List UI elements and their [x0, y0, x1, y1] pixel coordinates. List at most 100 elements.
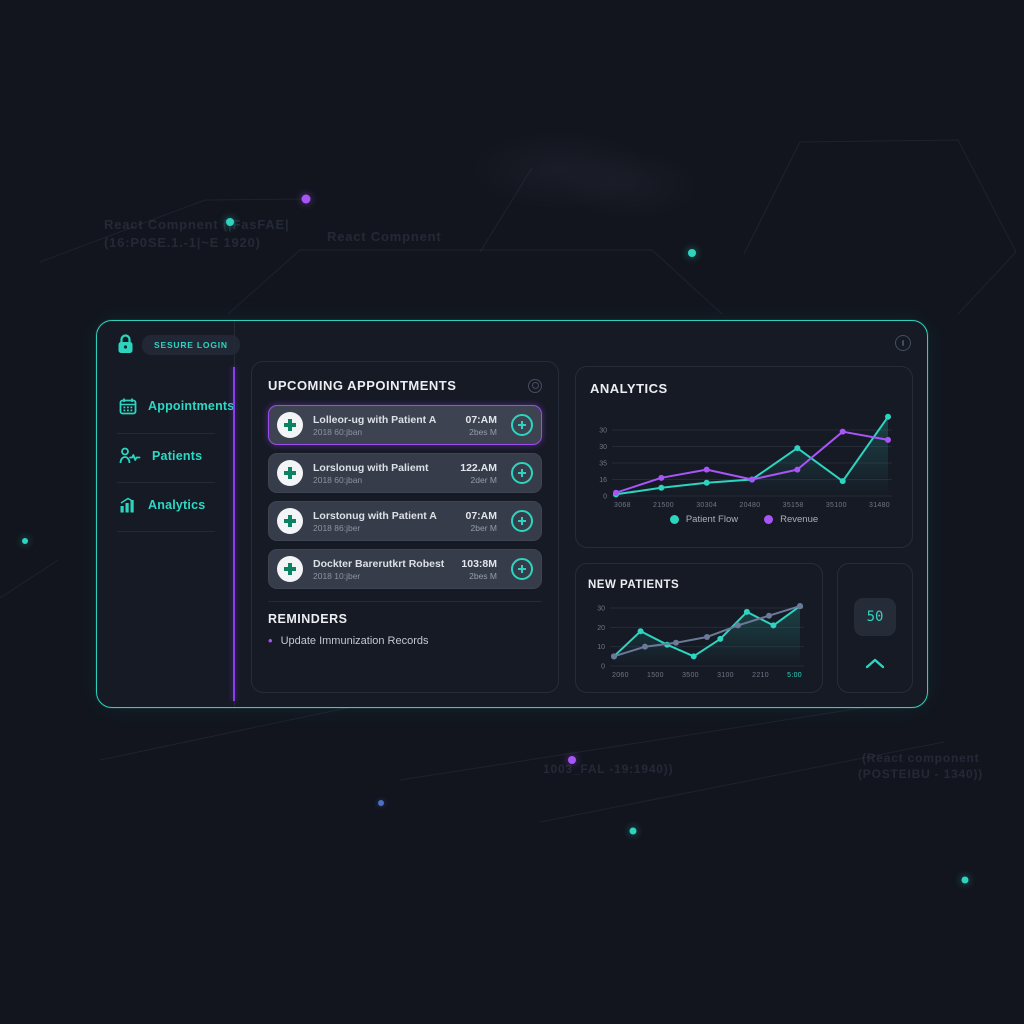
- add-appointment-button[interactable]: [511, 558, 533, 580]
- appointment-time: 07:AM: [465, 509, 497, 522]
- sidebar-item-label: Patients: [152, 449, 203, 463]
- divider: [117, 482, 215, 483]
- sidebar-accent-line: [233, 367, 235, 701]
- chevron-up-icon[interactable]: [865, 658, 885, 669]
- add-appointment-button[interactable]: [511, 462, 533, 484]
- appointment-subtitle: 2018 60:jban: [313, 426, 363, 437]
- glow-dot: [688, 249, 696, 257]
- x-tick-label: 3068: [614, 502, 631, 509]
- x-tick-label: 2210: [752, 672, 769, 679]
- sidebar-item-label: Analytics: [148, 498, 206, 512]
- gear-icon[interactable]: [528, 378, 542, 393]
- appointment-title: Dockter Barerutkrt Robest: [313, 557, 445, 570]
- reminders-title: REMINDERS: [268, 612, 348, 626]
- glow-dot: [629, 827, 637, 835]
- reminder-item: • Update Immunization Records: [268, 633, 429, 648]
- svg-text:10: 10: [597, 644, 605, 651]
- dashboard-panel: SESURE LOGIN Appointments: [96, 320, 928, 708]
- sidebar-item-label: Appointments: [148, 399, 235, 413]
- appointment-time: 122.AM: [460, 461, 497, 474]
- svg-text:30: 30: [599, 428, 607, 435]
- legend-dot-icon: [764, 515, 774, 524]
- appointment-card[interactable]: Dockter Barerutkrt Robest 2018 10:jber 103…: [268, 549, 542, 589]
- glow-dot: [961, 876, 969, 884]
- appointment-time-sub: 2der M: [470, 474, 497, 485]
- appointment-subtitle: 2018 10:jber: [313, 570, 361, 581]
- appointment-time-sub: 2bes M: [469, 570, 497, 581]
- analytics-section: ANALYTICS 30 30 35 16 0 3068 21500 30304 20480 3…: [575, 366, 913, 548]
- upcoming-appointments-section: UPCOMING APPOINTMENTS Lolleor-ug with Pa…: [251, 361, 559, 693]
- appointment-card-list: Lolleor-ug with Patient A 2018 60:jban 07:…: [268, 405, 542, 589]
- add-appointment-button[interactable]: [511, 510, 533, 532]
- background-label: React Compnent (|FasFAE|: [104, 217, 290, 232]
- analytics-line-chart: 30 30 35 16 0: [590, 404, 898, 502]
- calendar-icon: [119, 397, 137, 415]
- appointment-time-sub: 2ber M: [470, 522, 497, 533]
- x-tick-label: 20480: [739, 502, 761, 509]
- background-label: (React component: [862, 751, 980, 765]
- patients-icon: [119, 447, 141, 465]
- x-tick-label: 5:00: [787, 672, 802, 679]
- svg-text:35: 35: [599, 461, 607, 468]
- lock-icon: [117, 334, 134, 355]
- chart-legend: Patient Flow Revenue: [590, 514, 898, 525]
- divider: [268, 601, 542, 602]
- x-axis-labels: 3068 21500 30304 20480 35158 35100 31480: [590, 502, 898, 509]
- svg-text:16: 16: [599, 477, 607, 484]
- new-patients-section: NEW PATIENTS 30 20 10 0 2060 1500 3500 3100 221…: [575, 563, 823, 693]
- divider: [117, 433, 215, 434]
- svg-text:0: 0: [601, 664, 605, 671]
- appointment-subtitle: 2018 86:jber: [313, 522, 361, 533]
- x-tick-label: 2060: [612, 672, 629, 679]
- appointment-title: Lorslonug with Paliemt: [313, 461, 429, 474]
- appointment-card[interactable]: Lorstonug with Patient A 2018 86:jber 07:A…: [268, 501, 542, 541]
- background-glow: [560, 150, 700, 220]
- glow-dot: [568, 756, 576, 764]
- medical-plus-icon: [277, 460, 303, 486]
- medical-plus-icon: [277, 556, 303, 582]
- add-appointment-button[interactable]: [511, 414, 533, 436]
- patient-count-box: 50: [854, 598, 896, 636]
- glow-dot: [301, 194, 311, 204]
- x-tick-label: 35158: [782, 502, 804, 509]
- svg-text:0: 0: [603, 494, 607, 501]
- background-glow: [470, 130, 650, 210]
- svg-text:30: 30: [599, 444, 607, 451]
- x-tick-label: 35100: [825, 502, 847, 509]
- upcoming-appointments-title: UPCOMING APPOINTMENTS: [268, 378, 457, 393]
- new-patients-line-chart: 30 20 10 0: [588, 598, 810, 672]
- legend-dot-icon: [669, 515, 679, 524]
- x-tick-label: 30304: [696, 502, 718, 509]
- secure-login-badge: SESURE LOGIN: [142, 334, 240, 355]
- x-axis-labels: 2060 1500 3500 3100 2210 5:00: [588, 672, 810, 679]
- bullet-icon: •: [268, 633, 273, 648]
- appointment-subtitle: 2018 60:jban: [313, 474, 363, 485]
- power-icon[interactable]: [895, 335, 911, 351]
- new-patients-title: NEW PATIENTS: [588, 579, 680, 591]
- legend-item: Revenue: [764, 514, 818, 525]
- appointment-card[interactable]: Lorslonug with Paliemt 2018 60:jban 122.AM…: [268, 453, 542, 493]
- appointment-time-sub: 2bes M: [469, 426, 497, 437]
- background-label: 1003_FAL -19:1940)): [543, 762, 674, 776]
- reminder-list: • Update Immunization Records: [268, 634, 542, 647]
- svg-text:30: 30: [597, 606, 605, 613]
- sidebar-item-appointments[interactable]: Appointments: [119, 397, 234, 415]
- sidebar: SESURE LOGIN Appointments: [97, 321, 240, 707]
- glow-dot: [378, 800, 384, 806]
- patient-counter-section: 50: [837, 563, 913, 693]
- legend-item: Patient Flow: [669, 514, 738, 525]
- sidebar-item-patients[interactable]: Patients: [119, 447, 202, 465]
- x-tick-label: 21500: [653, 502, 674, 509]
- appointment-time: 103:8M: [461, 557, 497, 570]
- x-tick-label: 3500: [682, 672, 699, 679]
- medical-plus-icon: [277, 508, 303, 534]
- background-label: (POSTEIBU - 1340)): [858, 767, 984, 781]
- divider: [117, 531, 215, 532]
- glow-dot: [22, 538, 28, 544]
- glow-dot: [226, 218, 234, 226]
- medical-plus-icon: [277, 412, 303, 438]
- sidebar-item-analytics[interactable]: Analytics: [119, 496, 205, 514]
- x-tick-label: 1500: [647, 672, 664, 679]
- appointment-card[interactable]: Lolleor-ug with Patient A 2018 60:jban 07:…: [268, 405, 542, 445]
